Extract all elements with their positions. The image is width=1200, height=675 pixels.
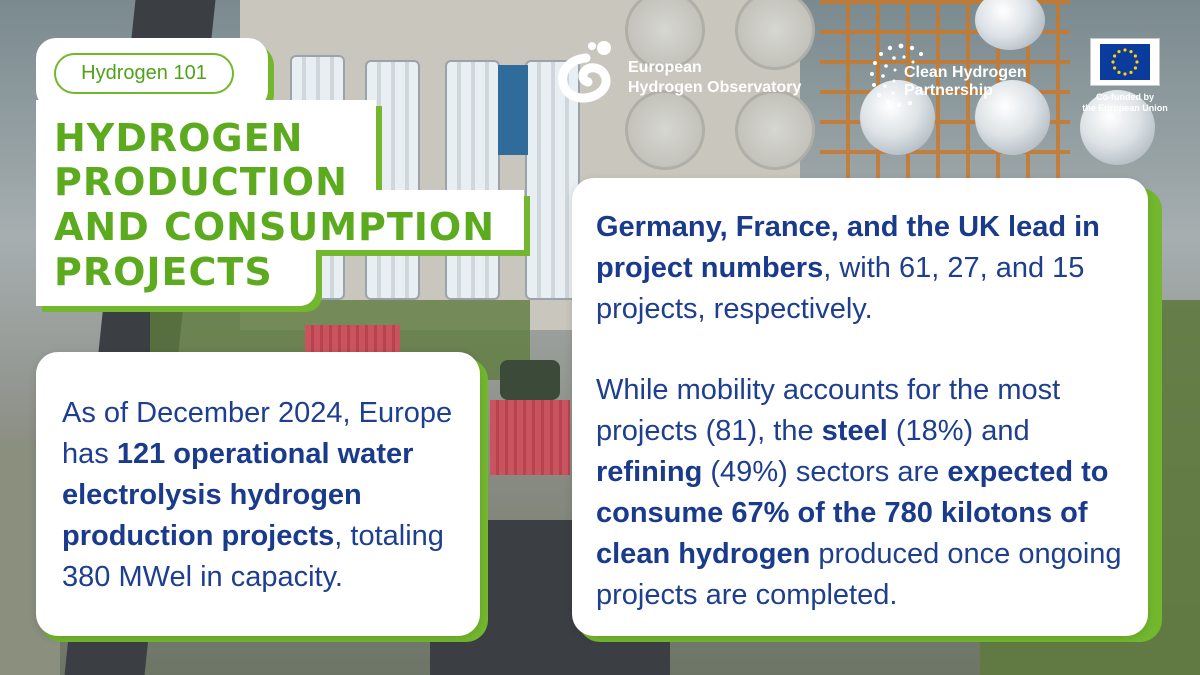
summary-left-highlight: 121 operational water electrolysis hydro…	[62, 438, 414, 552]
title-line-2: PRODUCTION	[54, 160, 348, 204]
right-p1-highlight: Germany, France, and the UK lead in proj…	[596, 211, 1100, 284]
right-p2-text3: (49%) sectors are	[702, 456, 948, 488]
observatory-name-line1: European	[628, 59, 702, 76]
observatory-icon	[558, 41, 611, 103]
title-line-3: AND CONSUMPTION	[54, 205, 496, 249]
title-line-1: HYDROGEN	[54, 116, 304, 160]
right-p2-steel: steel	[821, 415, 888, 447]
partnership-name-line2: Partnership	[904, 82, 993, 99]
eu-caption-line1: Co-funded by	[1096, 92, 1154, 102]
right-p2-highlight: expected to consume 67% of the 780 kilot…	[596, 456, 1109, 570]
topic-badge: Hydrogen 101	[54, 53, 234, 94]
summary-left-part1: As of December 2024, Europe has	[62, 397, 453, 470]
partnership-name-line1: Clean Hydrogen	[904, 64, 1027, 81]
right-paragraph-1: Germany, France, and the UK lead in proj…	[596, 207, 1126, 330]
right-p2-text1: While mobility accounts for the most pro…	[596, 374, 1061, 447]
right-p1-text: , with 61, 27, and 15 projects, respecti…	[596, 252, 1085, 325]
summary-left-text: As of December 2024, Europe has 121 oper…	[62, 393, 462, 598]
eu-caption-line2: the European Union	[1082, 103, 1168, 113]
summary-left-part2: , totaling 380 MWel in capacity.	[62, 520, 444, 593]
right-paragraph-2: While mobility accounts for the most pro…	[596, 370, 1126, 616]
right-p2-text4: produced once ongoing projects are compl…	[596, 538, 1122, 611]
eu-flag-icon	[1090, 38, 1160, 86]
partnership-dots-icon	[870, 43, 923, 107]
right-p2-refining: refining	[596, 456, 703, 488]
observatory-name-line2: Hydrogen Observatory	[628, 79, 802, 96]
right-p2-text2: (18%) and	[887, 415, 1030, 447]
title-line-4: PROJECTS	[54, 250, 273, 294]
